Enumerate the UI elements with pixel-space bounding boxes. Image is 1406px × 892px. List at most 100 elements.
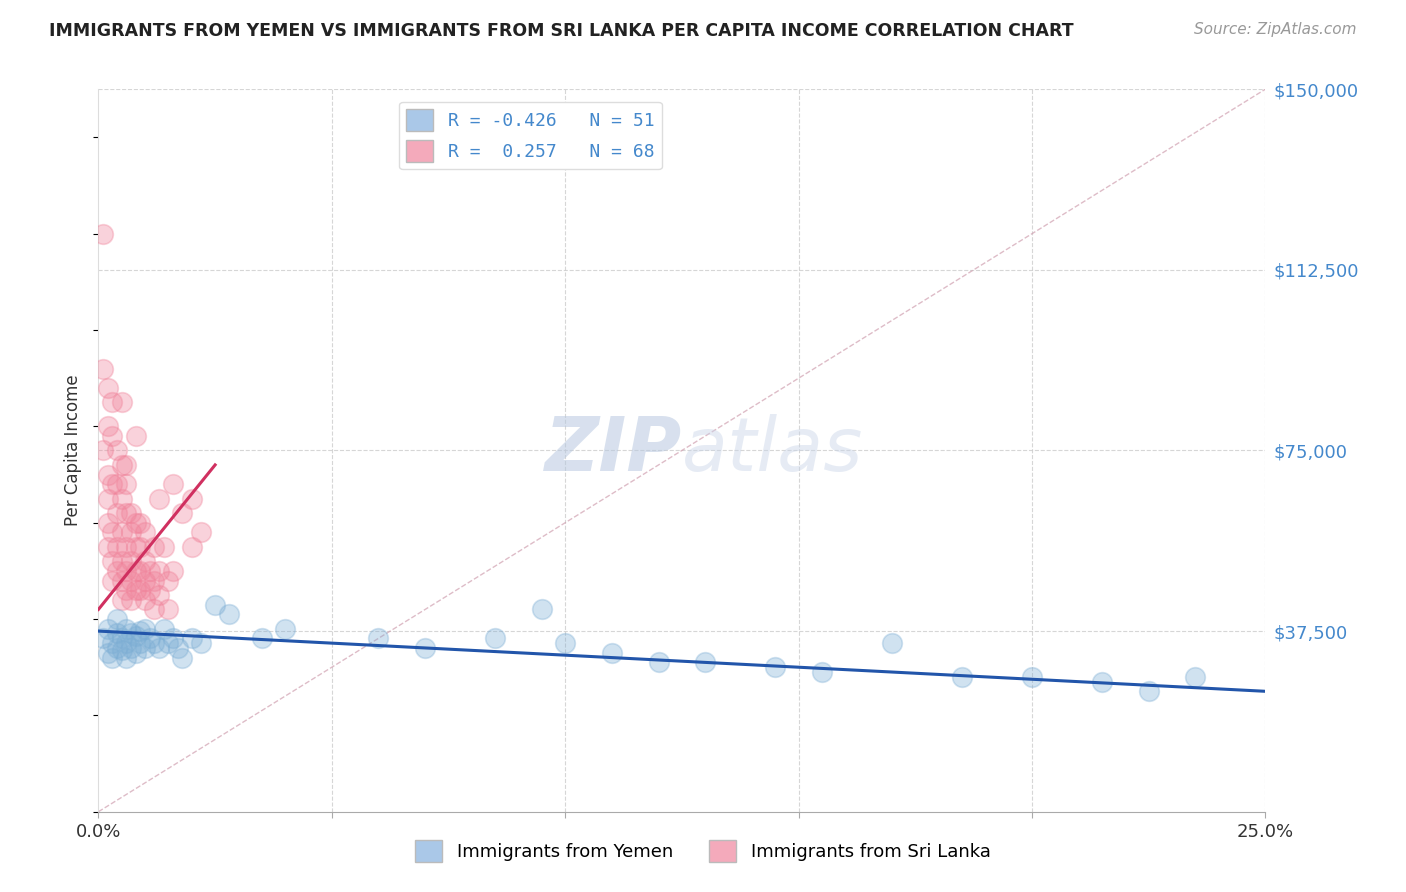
Point [484, 632, 506, 646]
Point [115, 477, 138, 491]
Point [134, 525, 156, 540]
Point [111, 632, 134, 646]
Point [134, 640, 156, 655]
Text: atlas: atlas [682, 415, 863, 486]
Point [129, 636, 152, 650]
Point [101, 525, 124, 540]
Point [148, 564, 170, 578]
Point [101, 636, 124, 650]
Point [111, 525, 134, 540]
Point [180, 491, 202, 506]
Point [115, 650, 138, 665]
Point [97, 419, 120, 434]
Point [105, 477, 128, 491]
Point [115, 458, 138, 472]
Point [125, 516, 148, 530]
Point [139, 632, 162, 646]
Point [120, 574, 142, 588]
Point [647, 656, 669, 670]
Point [811, 665, 834, 679]
Point [367, 632, 389, 646]
Point [129, 564, 152, 578]
Point [162, 564, 184, 578]
Point [763, 660, 786, 674]
Point [115, 636, 138, 650]
Point [143, 540, 166, 554]
Point [105, 640, 128, 655]
Legend: Immigrants from Yemen, Immigrants from Sri Lanka: Immigrants from Yemen, Immigrants from S… [408, 833, 998, 870]
Point [250, 632, 273, 646]
Point [180, 540, 202, 554]
Point [148, 588, 170, 602]
Point [111, 592, 134, 607]
Point [190, 636, 212, 650]
Point [134, 622, 156, 636]
Point [1021, 670, 1043, 684]
Point [139, 583, 162, 598]
Point [148, 640, 170, 655]
Point [97, 467, 120, 482]
Point [125, 646, 148, 660]
Point [105, 443, 128, 458]
Point [97, 516, 120, 530]
Point [120, 525, 142, 540]
Point [105, 612, 128, 626]
Text: Source: ZipAtlas.com: Source: ZipAtlas.com [1194, 22, 1357, 37]
Point [162, 477, 184, 491]
Y-axis label: Per Capita Income: Per Capita Income [65, 375, 83, 526]
Point [166, 640, 188, 655]
Point [105, 506, 128, 520]
Point [139, 564, 162, 578]
Point [115, 564, 138, 578]
Legend: R = -0.426   N = 51, R =  0.257   N = 68: R = -0.426 N = 51, R = 0.257 N = 68 [399, 102, 661, 169]
Point [204, 598, 226, 612]
Point [105, 564, 128, 578]
Point [554, 636, 576, 650]
Point [143, 636, 166, 650]
Point [111, 458, 134, 472]
Point [97, 491, 120, 506]
Point [129, 540, 152, 554]
Point [91, 361, 114, 376]
Point [172, 506, 194, 520]
Point [950, 670, 973, 684]
Point [111, 643, 134, 657]
Point [120, 554, 142, 568]
Text: IMMIGRANTS FROM YEMEN VS IMMIGRANTS FROM SRI LANKA PER CAPITA INCOME CORRELATION: IMMIGRANTS FROM YEMEN VS IMMIGRANTS FROM… [49, 22, 1074, 40]
Point [148, 491, 170, 506]
Point [115, 583, 138, 598]
Point [101, 477, 124, 491]
Point [97, 622, 120, 636]
Point [129, 516, 152, 530]
Point [120, 592, 142, 607]
Point [97, 540, 120, 554]
Point [180, 632, 202, 646]
Point [115, 506, 138, 520]
Point [105, 540, 128, 554]
Point [111, 395, 134, 409]
Point [157, 636, 180, 650]
Point [413, 640, 436, 655]
Point [129, 583, 152, 598]
Point [101, 429, 124, 443]
Point [143, 602, 166, 616]
Point [105, 626, 128, 640]
Point [101, 554, 124, 568]
Point [120, 506, 142, 520]
Point [129, 624, 152, 639]
Point [152, 540, 174, 554]
Point [120, 626, 142, 640]
Point [134, 592, 156, 607]
Point [97, 381, 120, 395]
Point [115, 540, 138, 554]
Point [1184, 670, 1206, 684]
Point [101, 395, 124, 409]
Point [274, 622, 297, 636]
Point [115, 622, 138, 636]
Point [91, 443, 114, 458]
Point [101, 574, 124, 588]
Point [530, 602, 553, 616]
Point [162, 632, 184, 646]
Point [125, 540, 148, 554]
Point [125, 564, 148, 578]
